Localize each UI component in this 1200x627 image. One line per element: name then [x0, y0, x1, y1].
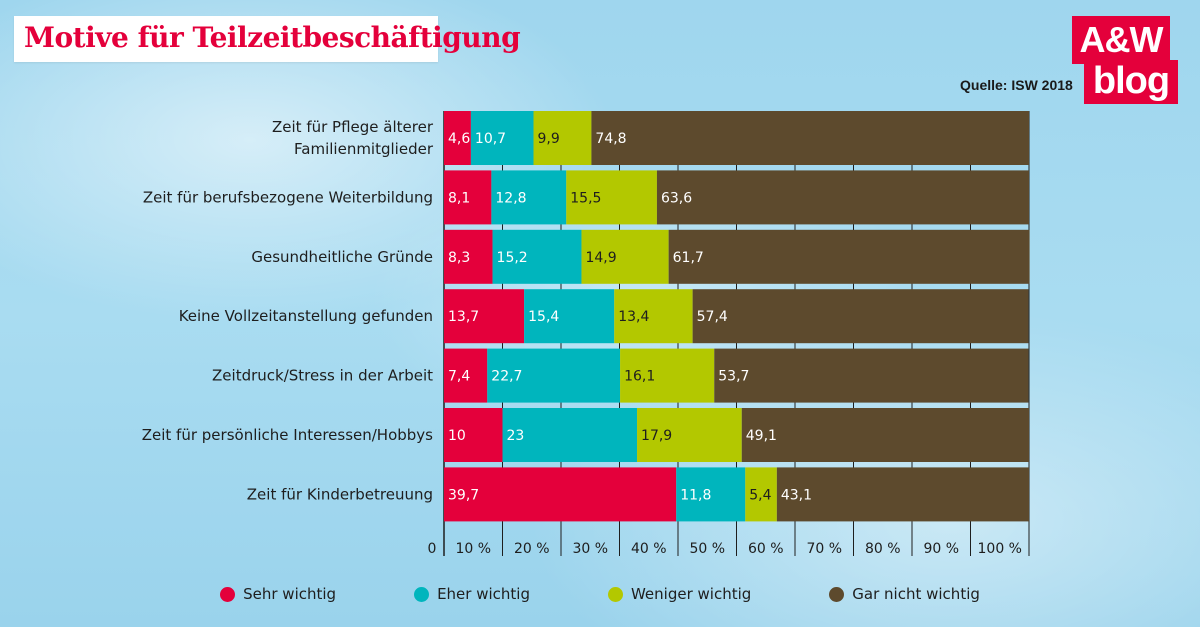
- title-box: [14, 16, 438, 62]
- category-label-3: Keine Vollzeitanstellung gefunden: [179, 307, 433, 325]
- x-tick-label-9: 90 %: [923, 541, 959, 557]
- bar-gar-nicht-wichtig-4: [714, 348, 1029, 403]
- bar-sehr-wichtig-0: [444, 111, 471, 165]
- bar-weniger-wichtig-2: [581, 229, 669, 284]
- value-label-sehr-wichtig-3: 13,7: [448, 309, 479, 325]
- bar-gar-nicht-wichtig-3: [692, 289, 1029, 344]
- bar-eher-wichtig-2: [492, 229, 582, 284]
- category-label-0-line-0: Zeit für Pflege älterer: [272, 118, 434, 136]
- bar-gar-nicht-wichtig-5: [741, 408, 1029, 462]
- value-label-gar-nicht-wichtig-0: 74,8: [595, 131, 626, 147]
- x-tick-label-5: 50 %: [689, 541, 725, 557]
- legend-item-eher-wichtig: Eher wichtig: [358, 583, 530, 605]
- bar-eher-wichtig-6: [676, 467, 746, 522]
- bar-eher-wichtig-1: [491, 170, 567, 225]
- category-label-5: Zeit für persönliche Interessen/Hobbys: [142, 426, 433, 444]
- category-label-1: Zeit für berufsbezogene Weiterbildung: [143, 188, 433, 206]
- value-label-sehr-wichtig-6: 39,7: [448, 487, 479, 503]
- value-label-eher-wichtig-1: 12,8: [495, 190, 526, 206]
- x-tick-label-7: 70 %: [806, 541, 842, 557]
- chart-title: Motive für Teilzeitbeschäftigung: [24, 21, 521, 54]
- legend-swatch-eher-wichtig: [414, 586, 430, 602]
- value-label-sehr-wichtig-0: 4,6: [448, 131, 470, 147]
- legend-item-weniger-wichtig: Weniger wichtig: [552, 583, 751, 605]
- value-label-gar-nicht-wichtig-1: 63,6: [661, 190, 692, 206]
- bar-sehr-wichtig-3: [444, 289, 525, 344]
- value-label-sehr-wichtig-1: 8,1: [448, 190, 470, 206]
- value-label-sehr-wichtig-2: 8,3: [448, 250, 470, 266]
- aw-blog-logo[interactable]: A&W blog: [1070, 16, 1178, 106]
- bar-eher-wichtig-4: [487, 348, 621, 403]
- category-label-0-line-1: Familienmitglieder: [294, 140, 434, 158]
- source-note: Quelle: ISW 2018: [960, 77, 1073, 93]
- bar-gar-nicht-wichtig-2: [668, 229, 1030, 284]
- legend-swatch-sehr-wichtig: [220, 586, 236, 602]
- bar-weniger-wichtig-1: [566, 170, 657, 225]
- value-label-eher-wichtig-3: 15,4: [528, 309, 559, 325]
- legend-swatch-weniger-wichtig: [607, 586, 623, 602]
- value-label-gar-nicht-wichtig-6: 43,1: [781, 487, 812, 503]
- bar-sehr-wichtig-4: [444, 348, 488, 403]
- value-label-gar-nicht-wichtig-2: 61,7: [673, 250, 704, 266]
- bar-eher-wichtig-3: [524, 289, 615, 344]
- bar-sehr-wichtig-6: [444, 467, 677, 522]
- x-tick-label-6: 60 %: [748, 541, 784, 557]
- legend-swatch-gar-nicht-wichtig: [829, 586, 845, 602]
- category-label-6: Zeit für Kinderbetreuung: [247, 485, 433, 503]
- bar-weniger-wichtig-5: [637, 408, 742, 462]
- category-label-4: Zeitdruck/Stress in der Arbeit: [212, 367, 433, 385]
- value-label-gar-nicht-wichtig-5: 49,1: [746, 428, 777, 444]
- x-tick-label-0: 0: [428, 541, 437, 557]
- value-label-sehr-wichtig-4: 7,4: [448, 369, 470, 385]
- value-label-weniger-wichtig-2: 14,9: [585, 250, 616, 266]
- value-label-weniger-wichtig-6: 5,4: [749, 487, 771, 503]
- value-label-weniger-wichtig-4: 16,1: [624, 369, 655, 385]
- value-label-weniger-wichtig-5: 17,9: [641, 428, 672, 444]
- x-tick-label-10: 100 %: [978, 541, 1022, 557]
- legend-item-sehr-wichtig: Sehr wichtig: [220, 583, 336, 605]
- bar-weniger-wichtig-4: [620, 348, 715, 403]
- value-label-sehr-wichtig-5: 10: [448, 428, 466, 444]
- value-label-weniger-wichtig-0: 9,9: [538, 131, 560, 147]
- bar-sehr-wichtig-2: [444, 229, 493, 284]
- x-tick-label-3: 30 %: [572, 541, 608, 557]
- bar-sehr-wichtig-5: [444, 408, 503, 462]
- bar-eher-wichtig-0: [470, 111, 534, 165]
- legend-label-eher-wichtig: Eher wichtig: [437, 585, 530, 603]
- legend: Sehr wichtig Eher wichtig Weniger wichti…: [0, 583, 1200, 605]
- legend-label-gar-nicht-wichtig: Gar nicht wichtig: [852, 585, 980, 603]
- value-label-eher-wichtig-0: 10,7: [475, 131, 506, 147]
- bar-eher-wichtig-5: [502, 408, 638, 462]
- legend-label-weniger-wichtig: Weniger wichtig: [630, 585, 752, 603]
- value-label-gar-nicht-wichtig-4: 53,7: [718, 369, 749, 385]
- bar-weniger-wichtig-3: [614, 289, 693, 344]
- value-label-eher-wichtig-6: 11,8: [680, 487, 711, 503]
- x-tick-label-1: 10 %: [455, 541, 491, 557]
- legend-label-sehr-wichtig: Sehr wichtig: [243, 585, 337, 603]
- x-tick-label-2: 20 %: [514, 541, 550, 557]
- bar-sehr-wichtig-1: [444, 170, 492, 225]
- bar-gar-nicht-wichtig-6: [776, 467, 1029, 522]
- value-label-weniger-wichtig-3: 13,4: [618, 309, 649, 325]
- logo-text-bottom: blog: [1084, 60, 1178, 104]
- legend-item-gar-nicht-wichtig: Gar nicht wichtig: [773, 583, 980, 605]
- category-label-2: Gesundheitliche Gründe: [251, 248, 433, 266]
- bar-gar-nicht-wichtig-1: [656, 170, 1029, 225]
- value-label-eher-wichtig-2: 15,2: [497, 250, 528, 266]
- x-tick-label-4: 40 %: [631, 541, 667, 557]
- value-label-eher-wichtig-5: 23: [507, 428, 525, 444]
- value-label-gar-nicht-wichtig-3: 57,4: [697, 309, 728, 325]
- x-tick-label-8: 80 %: [865, 541, 901, 557]
- value-label-eher-wichtig-4: 22,7: [491, 369, 522, 385]
- value-label-weniger-wichtig-1: 15,5: [570, 190, 601, 206]
- logo-text-top: A&W: [1072, 16, 1170, 64]
- bar-weniger-wichtig-6: [745, 467, 777, 522]
- bar-gar-nicht-wichtig-0: [591, 111, 1029, 165]
- bar-weniger-wichtig-0: [533, 111, 592, 165]
